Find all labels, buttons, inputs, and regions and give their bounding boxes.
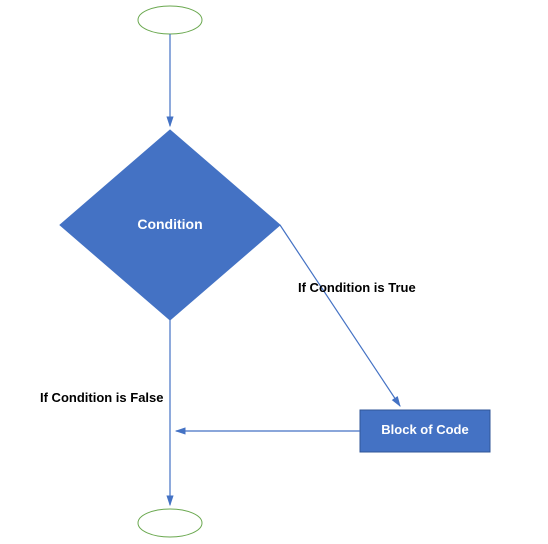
- start-terminal: [138, 6, 202, 34]
- code-block-rect: [360, 410, 490, 452]
- flowchart-canvas: [0, 0, 548, 544]
- end-terminal: [138, 509, 202, 537]
- condition-diamond: [60, 130, 280, 320]
- edge-condition-block: [280, 225, 400, 406]
